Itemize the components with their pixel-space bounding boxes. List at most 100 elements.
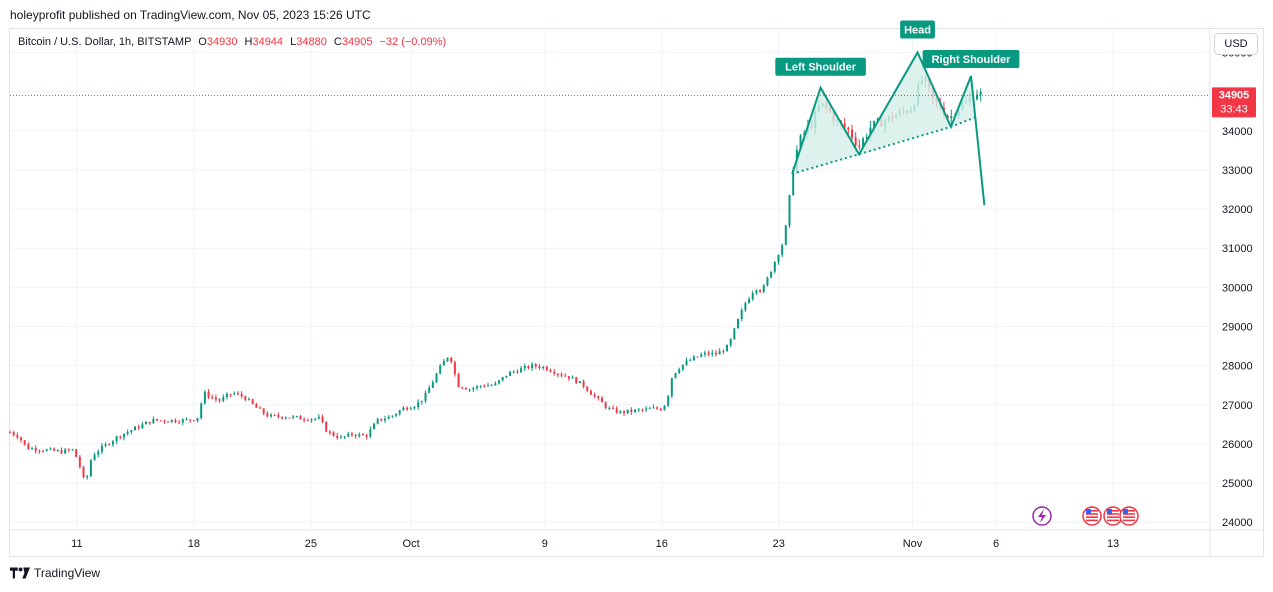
symbol-label[interactable]: Bitcoin / U.S. Dollar, 1h, BITSTAMP [18, 36, 192, 48]
candle-body [75, 449, 78, 458]
candle-body [12, 432, 15, 435]
candle-body [240, 393, 243, 397]
candle-body [236, 393, 239, 395]
candle-body [145, 421, 148, 425]
candle-body [67, 449, 70, 451]
candle-body [354, 435, 357, 437]
x-tick-label: 6 [993, 538, 999, 550]
candle-body [431, 382, 434, 388]
candle-body [505, 375, 508, 378]
x-tick-label: 11 [71, 538, 82, 550]
candle-body [700, 354, 703, 357]
candle-body [516, 371, 519, 373]
candle-body [45, 449, 48, 452]
candle-body [626, 409, 629, 414]
candle-body [534, 364, 537, 367]
candle-body [571, 377, 574, 379]
candle-body [281, 416, 284, 419]
candle-body [189, 419, 192, 421]
candle-body [86, 476, 89, 478]
candle-body [134, 426, 137, 431]
candle-body [152, 418, 155, 424]
candle-body [406, 407, 409, 410]
y-tick-label: 27000 [1222, 400, 1253, 412]
candle-body [564, 375, 567, 377]
candle-body [578, 381, 581, 384]
candle-body [545, 366, 548, 371]
x-tick-label: 25 [305, 538, 317, 550]
flag-stripe [1086, 513, 1098, 515]
candle-body [126, 432, 129, 434]
pattern-label-text: Left Shoulder [785, 62, 857, 74]
us-flag-event-icon[interactable] [1082, 506, 1102, 526]
candle-body [435, 373, 438, 383]
candle-body [634, 409, 637, 413]
candle-body [523, 366, 526, 369]
candle-body [122, 433, 125, 438]
candle-body [27, 444, 30, 450]
candle-body [222, 397, 225, 401]
candle-body [167, 421, 170, 423]
candle-body [663, 405, 666, 411]
candle-body [670, 378, 673, 397]
candle-body [398, 410, 401, 414]
candle-body [251, 399, 254, 404]
candle-body [461, 387, 464, 389]
candle-body [976, 94, 979, 100]
candle-body [759, 290, 762, 292]
candle-body [439, 365, 442, 374]
candle-body [332, 432, 335, 436]
candle-body [321, 416, 324, 423]
candle-body [255, 403, 258, 408]
candle-body [722, 351, 725, 353]
candle-body [770, 271, 773, 278]
flag-circle [1119, 506, 1139, 526]
candle-body [582, 381, 585, 387]
pattern-label-box [775, 57, 866, 76]
lightning-event-icon[interactable] [1032, 506, 1052, 526]
candle-body [71, 449, 74, 451]
candle-body [159, 420, 162, 422]
candle-body [648, 408, 651, 410]
pattern-label-text: Right Shoulder [932, 54, 1012, 66]
candle-body [479, 386, 482, 388]
y-tick-label: 29000 [1222, 321, 1253, 333]
x-tick-label: 9 [542, 538, 548, 550]
candle-body [417, 402, 420, 408]
candle-body [104, 444, 107, 446]
currency-button[interactable]: USD [1214, 33, 1258, 55]
candle-body [681, 364, 684, 370]
candle-body [9, 432, 11, 434]
candle-body [869, 127, 872, 137]
close-value: 34905 [341, 36, 373, 48]
high-value: 34944 [252, 36, 284, 48]
open-label: O [198, 36, 207, 48]
x-tick-label: 13 [1107, 538, 1119, 550]
candle-body [464, 388, 467, 390]
candle-body [667, 396, 670, 406]
candle-body [755, 290, 758, 294]
candle-body [343, 436, 346, 438]
candle-body [376, 418, 379, 424]
flag-stripe [1086, 510, 1098, 512]
candle-body [181, 419, 184, 423]
candle-body [630, 409, 633, 413]
candle-body [689, 360, 692, 362]
tradingview-footer[interactable]: TradingView [10, 566, 100, 580]
candle-body [369, 429, 372, 437]
candle-body [413, 407, 416, 409]
candle-body [111, 441, 114, 445]
flag-stripe [1107, 513, 1119, 515]
us-flag-event-icon[interactable] [1119, 506, 1139, 526]
candle-body [619, 411, 622, 413]
candle-body [409, 408, 412, 410]
y-tick-label: 28000 [1222, 361, 1253, 373]
x-tick-label: 18 [188, 538, 200, 550]
candle-body [589, 390, 592, 395]
y-tick-label: 30000 [1222, 282, 1253, 294]
candle-body [387, 416, 390, 419]
candle-body [520, 368, 523, 373]
candle-body [277, 415, 280, 417]
candle-body [262, 408, 265, 414]
